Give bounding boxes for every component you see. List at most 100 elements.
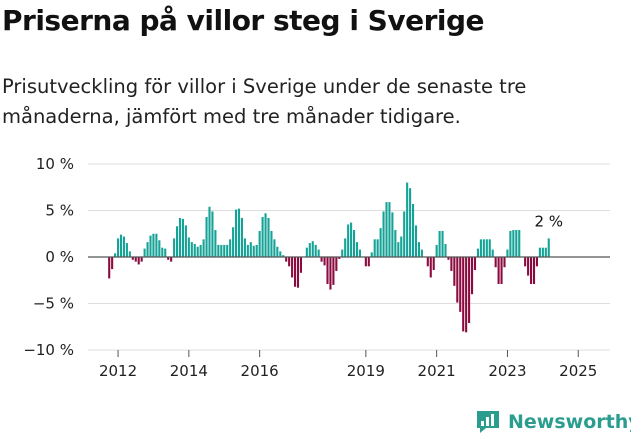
bar — [173, 238, 176, 257]
bar — [270, 230, 273, 257]
bar — [202, 239, 205, 257]
bar — [497, 257, 500, 284]
bar — [438, 230, 441, 257]
bar — [485, 239, 488, 257]
bar — [125, 243, 128, 257]
bar — [403, 211, 406, 257]
bar — [320, 257, 323, 262]
bar — [235, 209, 238, 257]
grid-lines — [88, 163, 610, 351]
chart-title: Priserna på villor steg i Sverige — [2, 4, 485, 37]
bar — [524, 257, 527, 267]
bar — [155, 233, 158, 257]
bar — [220, 244, 223, 257]
bar — [122, 236, 125, 257]
bar — [249, 242, 252, 257]
bar — [184, 225, 187, 257]
bar — [444, 243, 447, 257]
bar — [332, 257, 335, 285]
bar — [117, 238, 120, 257]
bar — [394, 230, 397, 257]
bar — [538, 247, 541, 257]
bar — [196, 246, 199, 257]
bar — [385, 202, 388, 257]
bar — [276, 246, 279, 257]
y-tick-label: −5 % — [33, 295, 74, 313]
bar — [285, 257, 288, 262]
bar — [429, 257, 432, 278]
bar — [167, 257, 170, 260]
bar — [447, 257, 450, 260]
bar — [532, 257, 536, 284]
bar — [308, 243, 311, 257]
bar — [391, 212, 394, 257]
bar — [143, 248, 146, 257]
bar — [279, 251, 282, 257]
bar — [388, 202, 391, 257]
bar — [190, 242, 193, 257]
bar — [131, 257, 134, 260]
bar — [506, 249, 509, 257]
x-tick-label: 2021 — [418, 362, 456, 380]
bar — [544, 247, 547, 257]
bar — [258, 230, 261, 257]
bar — [509, 230, 512, 257]
bar — [149, 235, 152, 257]
bar — [441, 230, 444, 257]
bar — [137, 257, 140, 265]
bar — [367, 257, 370, 267]
bar — [217, 244, 220, 257]
bar — [187, 237, 190, 257]
bar — [476, 248, 479, 257]
bar — [535, 257, 538, 267]
bar — [193, 243, 196, 257]
bar — [420, 249, 423, 257]
bar — [294, 257, 297, 287]
bar — [119, 234, 123, 257]
latest-value-annotation: 2 % — [535, 212, 564, 230]
bar — [456, 257, 459, 303]
bar — [358, 249, 361, 257]
bar — [299, 257, 302, 273]
bar — [181, 218, 184, 257]
bar — [311, 241, 314, 257]
bar — [488, 239, 491, 257]
bar — [246, 244, 249, 257]
bar — [530, 257, 533, 284]
bar — [291, 257, 294, 278]
brand-logo[interactable]: Newsworthy — [474, 407, 631, 437]
newsworthy-logo-icon — [477, 411, 499, 433]
bar — [178, 217, 182, 257]
bar — [261, 217, 264, 257]
y-tick-label: 0 % — [45, 248, 74, 266]
bar — [296, 257, 300, 288]
bars — [108, 182, 550, 333]
brand-name: Newsworthy — [508, 411, 631, 433]
bar — [515, 230, 518, 257]
bar — [128, 251, 131, 257]
bar — [350, 222, 353, 257]
y-axis-labels: 10 % 5 % 0 % −5 % −10 % — [23, 155, 74, 359]
bar — [282, 255, 285, 257]
bar — [518, 230, 521, 257]
bar — [264, 213, 267, 257]
bar — [341, 249, 344, 257]
bar — [164, 248, 167, 257]
bar — [482, 239, 485, 257]
bar — [347, 224, 350, 257]
bar — [527, 257, 530, 276]
bar — [417, 242, 420, 257]
bar — [314, 244, 317, 257]
bar — [376, 239, 379, 257]
x-axis: 2012 2014 2016 2019 2021 2023 2025 — [99, 350, 597, 380]
bar — [114, 253, 117, 257]
x-tick-label: 2016 — [241, 362, 279, 380]
bar — [329, 257, 332, 290]
bar — [240, 217, 243, 257]
bar — [176, 226, 179, 257]
bar — [243, 238, 246, 257]
y-tick-label: 5 % — [45, 202, 74, 220]
bar — [232, 227, 235, 257]
bar — [111, 257, 114, 270]
bar — [409, 188, 412, 257]
